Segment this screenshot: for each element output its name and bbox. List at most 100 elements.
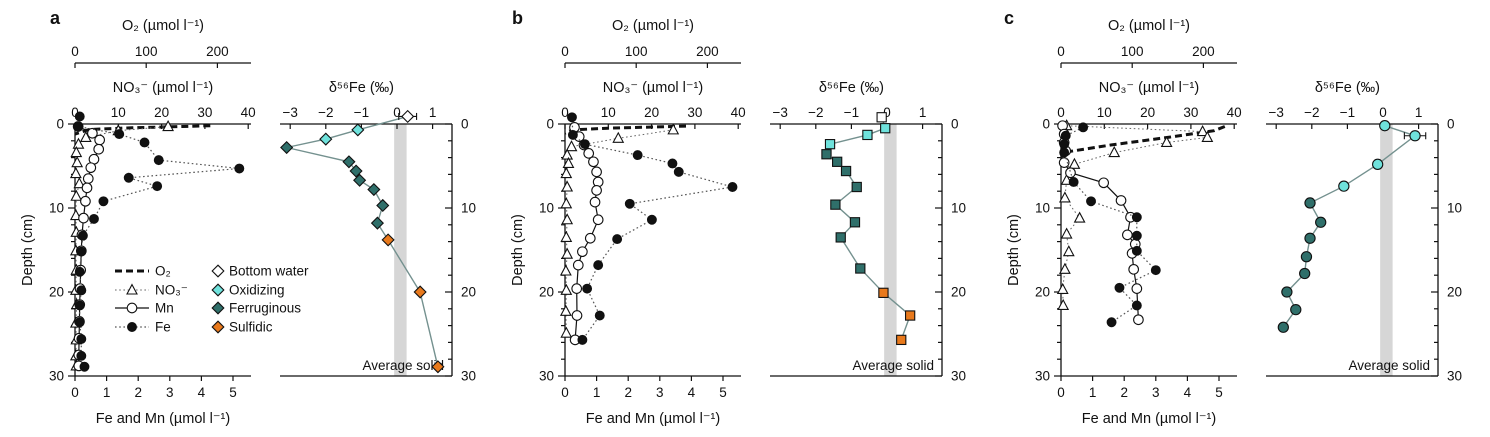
- legend-diamond: [211, 283, 225, 297]
- no3-tick-label: 10: [1097, 105, 1112, 120]
- depth-tick-label-right: 0: [461, 117, 469, 132]
- data-point-square: [855, 263, 866, 274]
- data-point: [1131, 212, 1142, 223]
- depth-axis-title: Depth (cm): [1006, 214, 1022, 286]
- data-point: [98, 196, 109, 207]
- data-point: [579, 139, 590, 150]
- average-solid-label: Average solid: [852, 358, 934, 373]
- legend-label: Ferruginous: [229, 301, 301, 316]
- data-point: [87, 127, 98, 139]
- data-point: [591, 185, 602, 196]
- delta-axis-title: δ⁵⁶Fe (‰): [1315, 80, 1380, 96]
- no3-tick-label: 30: [1183, 105, 1198, 120]
- no3-tick-label: 30: [687, 105, 702, 120]
- delta-tick-label: 1: [1415, 105, 1423, 120]
- data-point: [1196, 124, 1209, 137]
- delta-profile-line: [1282, 125, 1417, 328]
- data-point: [152, 181, 163, 192]
- data-point: [1114, 282, 1125, 293]
- data-point: [1201, 130, 1214, 142]
- data-point: [1131, 230, 1142, 241]
- data-point: [1060, 130, 1071, 141]
- data-point: [234, 163, 245, 174]
- legend-label: Bottom water: [229, 264, 309, 279]
- legend-item-fe: Fe: [115, 320, 171, 335]
- depth-tick-label: 10: [49, 201, 64, 216]
- data-point-diamond: [370, 216, 384, 230]
- femn-axis-title: Fe and Mn (µmol l⁻¹): [96, 411, 230, 427]
- legend-item-ferruginous: Ferruginous: [211, 301, 301, 316]
- data-point-circle: [1379, 120, 1391, 132]
- no3-tick-label: 20: [1140, 105, 1155, 120]
- average-solid-label: Average solid: [1348, 358, 1430, 373]
- data-point: [591, 166, 602, 178]
- data-point: [560, 283, 573, 295]
- data-point-diamond: [367, 182, 381, 197]
- data-point: [93, 143, 105, 155]
- data-point: [561, 213, 574, 225]
- delta-tick-label: −3: [772, 105, 787, 120]
- data-point: [1068, 177, 1079, 187]
- delta-tick-label: 0: [883, 105, 891, 120]
- data-point-square: [904, 310, 916, 321]
- series-line-mn: [1062, 125, 1139, 320]
- data-point: [667, 158, 678, 169]
- data-point: [589, 196, 601, 208]
- depth-tick-label: 0: [546, 117, 554, 132]
- data-point-square: [821, 149, 832, 160]
- legend-label: Mn: [155, 301, 174, 316]
- delta-series-oxidizing: [319, 123, 365, 146]
- o2-tick-label: 200: [1192, 44, 1215, 59]
- depth-tick-label-right: 10: [951, 201, 966, 216]
- series-no3: [1056, 119, 1214, 310]
- data-point: [1059, 147, 1070, 158]
- delta-tick-label: 1: [919, 105, 927, 120]
- data-point: [74, 111, 85, 122]
- data-point: [646, 214, 657, 225]
- delta-series-bottom-water: [876, 112, 887, 123]
- data-point: [76, 246, 87, 257]
- data-point: [1058, 157, 1070, 168]
- series-line-o2: [74, 124, 211, 136]
- data-point-square: [862, 129, 873, 141]
- data-point: [1060, 227, 1073, 239]
- o2-axis-title: O₂ (µmol l⁻¹): [122, 18, 204, 34]
- depth-tick-label: 30: [1035, 369, 1050, 384]
- data-point: [1128, 263, 1140, 275]
- data-point: [593, 260, 604, 271]
- data-point: [594, 310, 605, 321]
- femn-tick-label: 0: [71, 385, 79, 400]
- depth-tick-label: 20: [49, 285, 64, 300]
- depth-tick-label-right: 20: [951, 285, 966, 300]
- data-point: [1131, 245, 1142, 256]
- data-point: [567, 112, 577, 123]
- no3-tick-label: 20: [644, 105, 659, 120]
- data-point: [572, 259, 584, 271]
- femn-tick-label: 5: [719, 385, 727, 400]
- depth-tick-label-right: 20: [461, 285, 476, 300]
- o2-tick-label: 0: [1057, 44, 1065, 59]
- data-point: [74, 300, 85, 311]
- data-point-circle: [1290, 303, 1302, 316]
- delta-tick-label: 1: [429, 105, 437, 120]
- data-point: [612, 234, 623, 245]
- delta-tick-label: −3: [282, 105, 297, 120]
- data-point: [1131, 300, 1142, 311]
- data-point-diamond: [280, 140, 294, 155]
- femn-tick-label: 3: [1152, 385, 1160, 400]
- data-point-square: [851, 181, 862, 193]
- data-point: [562, 156, 575, 169]
- femn-tick-label: 5: [1215, 385, 1223, 400]
- legend-marker: [126, 302, 138, 314]
- o2-axis-title: O₂ (µmol l⁻¹): [1108, 18, 1190, 34]
- depth-tick-label: 20: [539, 285, 554, 300]
- depth-tick-label-right: 10: [1447, 201, 1462, 216]
- data-point: [89, 213, 99, 224]
- data-point: [1108, 145, 1121, 158]
- data-point: [76, 334, 87, 344]
- data-point-circle: [1299, 267, 1311, 280]
- series-fe: [1059, 122, 1161, 328]
